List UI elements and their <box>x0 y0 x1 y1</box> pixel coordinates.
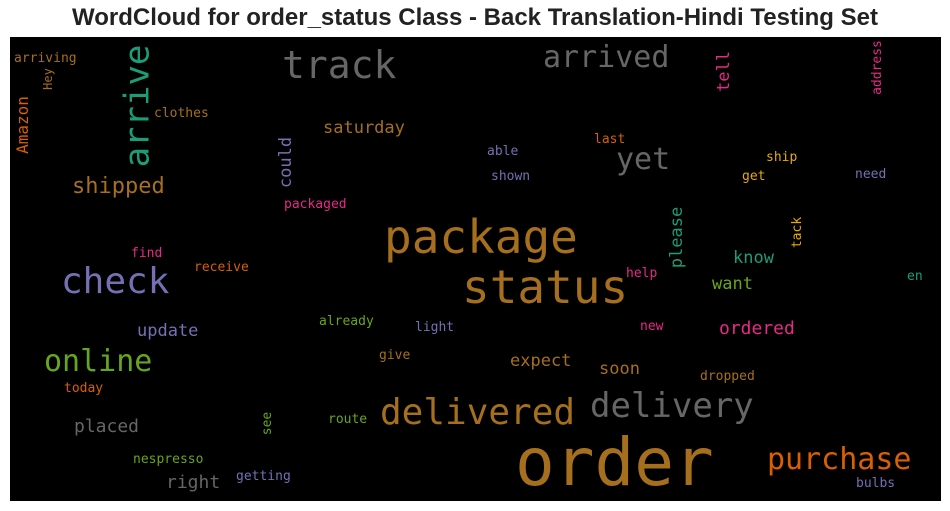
word-delivery: delivery <box>590 386 754 426</box>
word-could: could <box>276 136 297 189</box>
word-receive: receive <box>194 260 249 275</box>
word-Hey: Hey <box>40 68 55 90</box>
word-ship: ship <box>766 150 798 165</box>
word-new: new <box>640 319 664 334</box>
word-getting: getting <box>236 469 291 484</box>
word-tack: tack <box>790 216 806 249</box>
word-packaged: packaged <box>284 197 347 212</box>
word-please: please <box>667 206 688 269</box>
word-able: able <box>487 144 519 159</box>
word-dropped: dropped <box>700 369 755 384</box>
word-saturday: saturday <box>323 118 405 138</box>
word-find: find <box>131 246 163 261</box>
word-update: update <box>137 321 199 341</box>
word-know: know <box>733 248 774 268</box>
word-address: address <box>869 40 885 95</box>
word-get: get <box>742 169 766 184</box>
word-shipped: shipped <box>72 174 165 199</box>
word-track: track <box>282 43 397 87</box>
word-give: give <box>379 348 411 363</box>
word-soon: soon <box>599 359 640 379</box>
word-bulbs: bulbs <box>856 476 896 491</box>
word-yet: yet <box>616 142 671 177</box>
word-cloud: order status package delivered delivery … <box>10 37 941 501</box>
word-arriving: arriving <box>14 51 77 66</box>
word-purchase: purchase <box>767 442 912 477</box>
word-last: last <box>594 132 626 147</box>
word-ordered: ordered <box>719 318 795 339</box>
word-right: right <box>166 472 221 493</box>
chart-title: WordCloud for order_status Class - Back … <box>72 4 878 31</box>
word-see: see <box>260 411 276 436</box>
word-nespresso: nespresso <box>133 452 204 467</box>
word-want: want <box>712 274 753 294</box>
word-help: help <box>626 266 658 281</box>
word-arrived: arrived <box>543 40 670 75</box>
word-delivered: delivered <box>380 392 576 433</box>
word-en: en <box>907 269 923 284</box>
word-online: online <box>44 344 153 379</box>
word-today: today <box>64 381 104 396</box>
word-light: light <box>415 320 455 335</box>
word-expect: expect <box>510 351 572 371</box>
word-arrive: arrive <box>117 44 158 168</box>
word-order: order <box>515 424 714 501</box>
word-clothes: clothes <box>154 106 209 121</box>
word-shown: shown <box>491 169 531 184</box>
word-check: check <box>61 261 170 302</box>
word-already: already <box>319 314 374 329</box>
word-route: route <box>328 412 368 427</box>
word-package: package <box>384 210 578 264</box>
word-placed: placed <box>74 416 140 437</box>
word-status: status <box>462 260 629 314</box>
word-need: need <box>855 167 887 182</box>
word-Amazon: Amazon <box>12 96 32 154</box>
word-tell: tell <box>713 51 734 92</box>
